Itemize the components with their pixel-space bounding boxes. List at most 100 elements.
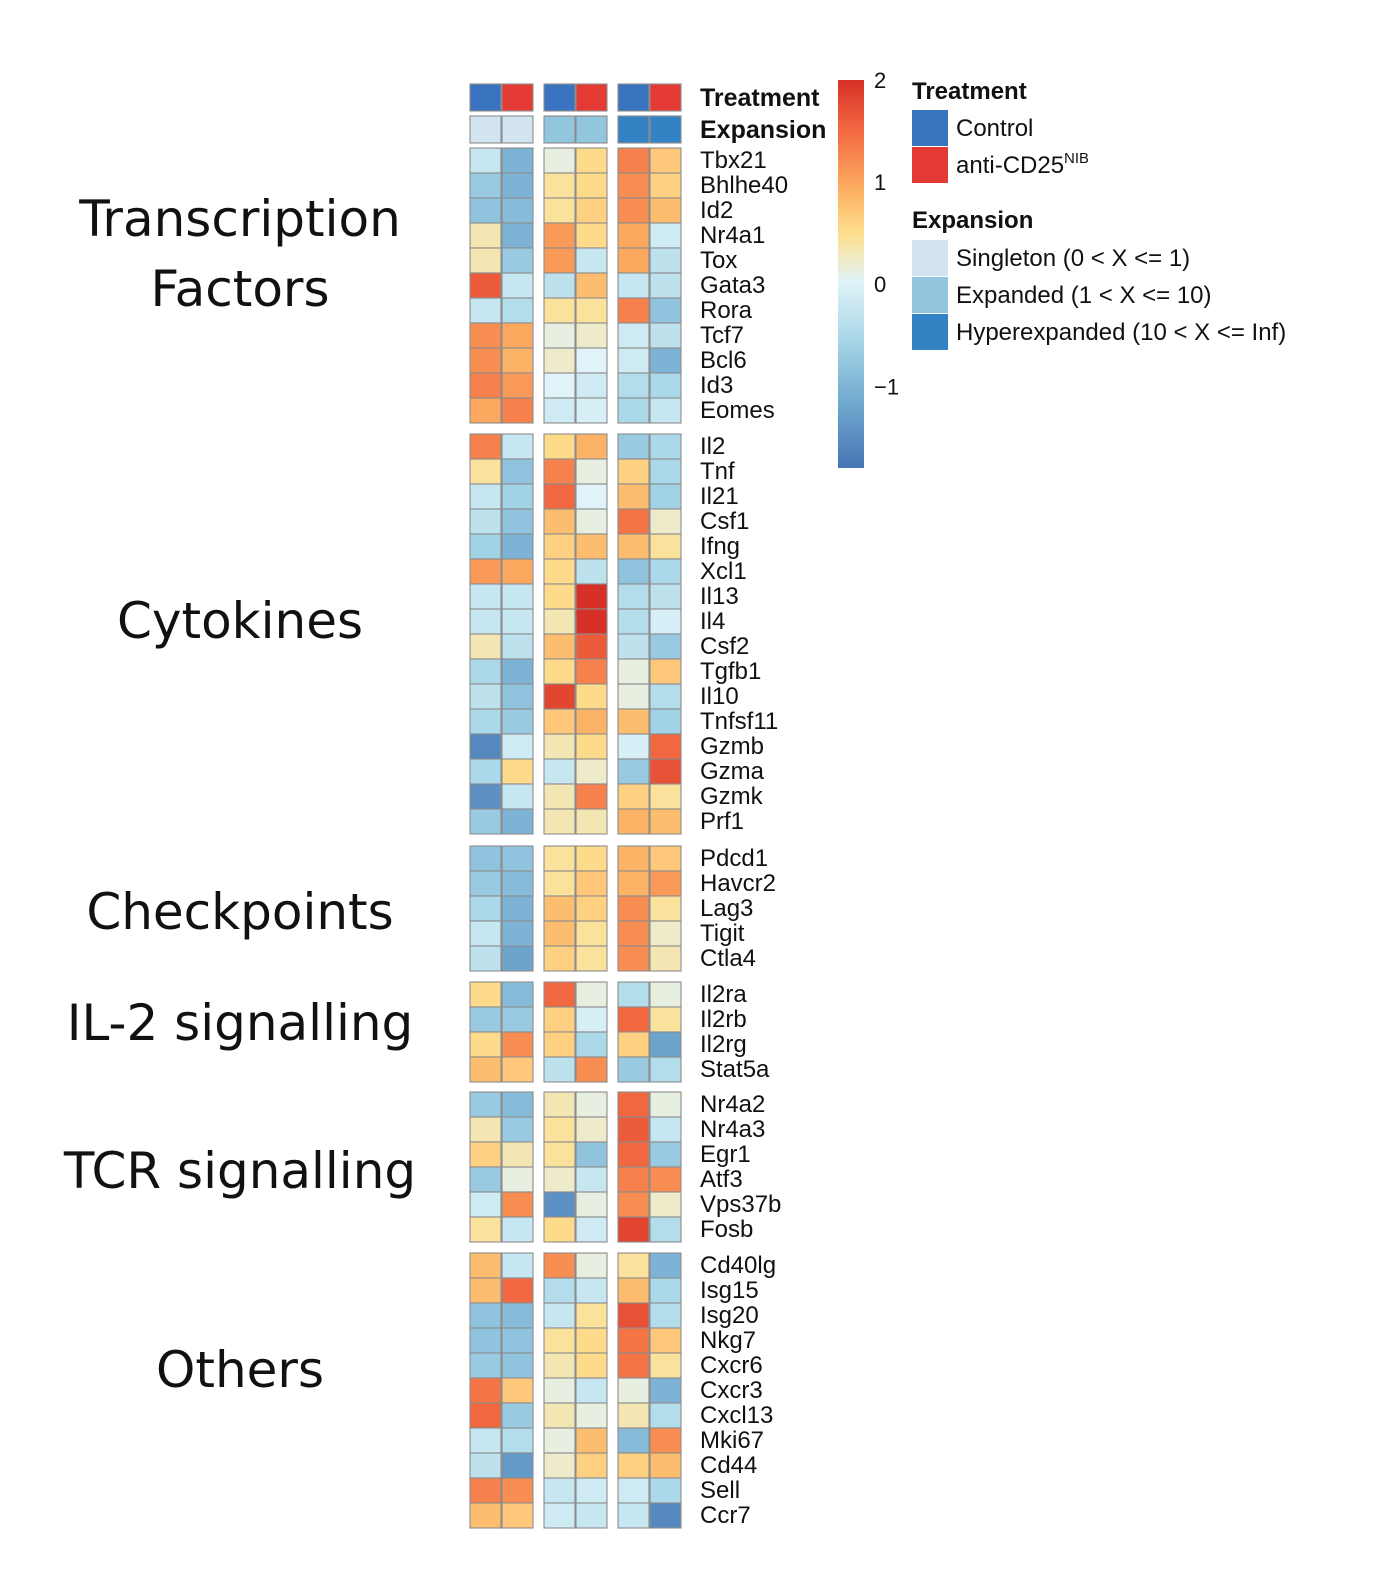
heatmap-cell xyxy=(469,1302,502,1329)
heatmap-cell xyxy=(501,1091,534,1118)
heatmap-cell xyxy=(617,1191,650,1218)
expansion-annotation-cell xyxy=(617,115,650,144)
heatmap-cell xyxy=(575,920,608,947)
gene-label: Gzmk xyxy=(700,783,764,810)
heatmap-cell xyxy=(575,1327,608,1354)
heatmap-cell xyxy=(617,658,650,685)
gene-label: Havcr2 xyxy=(700,870,776,897)
gene-label: Pdcd1 xyxy=(700,845,768,872)
heatmap-cell xyxy=(617,433,650,460)
heatmap-cell xyxy=(501,197,534,224)
heatmap-cell xyxy=(469,372,502,399)
heatmap-cell xyxy=(501,558,534,585)
heatmap-cell xyxy=(501,1056,534,1083)
heatmap-cell xyxy=(617,322,650,349)
heatmap-cell xyxy=(575,508,608,535)
heatmap-cell xyxy=(543,1277,576,1304)
gene-label: Nr4a2 xyxy=(700,1091,765,1118)
heatmap-cell xyxy=(543,981,576,1008)
group-title: Cytokines xyxy=(117,592,363,650)
heatmap-cell xyxy=(501,1191,534,1218)
group-title-line: Others xyxy=(156,1341,324,1399)
colorbar: 2 1 0 −1 xyxy=(838,68,899,468)
heatmap-cell xyxy=(617,1377,650,1404)
heatmap-cell xyxy=(469,172,502,199)
legend-treatment-label-main: anti-CD25 xyxy=(956,152,1064,179)
heatmap-cell xyxy=(469,322,502,349)
heatmap-cell xyxy=(543,297,576,324)
heatmap-cell xyxy=(543,1116,576,1143)
heatmap-cell xyxy=(649,533,682,560)
heatmap-cell xyxy=(617,583,650,610)
heatmap-cell xyxy=(469,1216,502,1243)
heatmap-cell xyxy=(649,222,682,249)
colorbar-tick-label: 1 xyxy=(874,170,886,195)
heatmap-cell xyxy=(575,1352,608,1379)
heatmap-cell xyxy=(469,433,502,460)
heatmap-cell xyxy=(575,583,608,610)
heatmap-cell xyxy=(617,1352,650,1379)
gene-label: Tbx21 xyxy=(700,147,767,174)
heatmap-cell xyxy=(649,1452,682,1479)
gene-label: Ifng xyxy=(700,533,740,560)
expansion-annotation-cell xyxy=(649,115,682,144)
gene-label: Egr1 xyxy=(700,1141,751,1168)
legend-expansion-swatch xyxy=(912,277,948,313)
gene-label: Sell xyxy=(700,1477,740,1504)
group-title: Transcription Factors xyxy=(78,190,401,318)
heatmap-cell xyxy=(501,708,534,735)
heatmap-cell xyxy=(649,808,682,835)
heatmap-cell xyxy=(617,1477,650,1504)
heatmap-cell xyxy=(575,1452,608,1479)
heatmap-cell xyxy=(575,397,608,424)
heatmap-cell xyxy=(469,658,502,685)
heatmap-cell xyxy=(617,1452,650,1479)
heatmap-cell xyxy=(617,1502,650,1529)
colorbar-tick-label: −1 xyxy=(874,374,899,399)
heatmap-cell xyxy=(501,895,534,922)
heatmap-cell xyxy=(649,372,682,399)
heatmap-cell xyxy=(649,197,682,224)
heatmap-cell xyxy=(575,608,608,635)
heatmap-cell xyxy=(543,558,576,585)
heatmap-cell xyxy=(543,1006,576,1033)
heatmap-cell xyxy=(575,458,608,485)
heatmap-cell xyxy=(501,920,534,947)
heatmap-cell xyxy=(649,433,682,460)
heatmap-cell xyxy=(617,733,650,760)
gene-label: Tcf7 xyxy=(700,322,744,349)
heatmap-cell xyxy=(617,533,650,560)
heatmap-cell xyxy=(617,372,650,399)
heatmap-cell xyxy=(575,733,608,760)
heatmap-cell xyxy=(543,322,576,349)
heatmap-cell xyxy=(501,783,534,810)
heatmap-cell xyxy=(543,1031,576,1058)
expansion-annotation-cell xyxy=(469,115,502,144)
gene-label: Il2 xyxy=(700,433,725,460)
group-title: TCR signalling xyxy=(63,1142,416,1200)
heatmap-cell xyxy=(575,172,608,199)
heatmap-cell xyxy=(649,1056,682,1083)
heatmap-cell xyxy=(469,1327,502,1354)
heatmap-cell xyxy=(575,272,608,299)
heatmap-cell xyxy=(649,458,682,485)
heatmap-cell xyxy=(501,1477,534,1504)
legend-treatment-label: Control xyxy=(956,115,1033,142)
gene-label: Xcl1 xyxy=(700,558,747,585)
heatmap-cell xyxy=(501,297,534,324)
heatmap-cell xyxy=(617,1166,650,1193)
heatmap-cell xyxy=(649,633,682,660)
heatmap-cell xyxy=(617,1216,650,1243)
heatmap-cell xyxy=(617,247,650,274)
heatmap-cell xyxy=(543,1427,576,1454)
heatmap-cell xyxy=(649,1352,682,1379)
heatmap-cell xyxy=(575,1302,608,1329)
heatmap-cell xyxy=(649,558,682,585)
gene-label: Isg20 xyxy=(700,1302,759,1329)
heatmap-cell xyxy=(501,533,534,560)
heatmap-cell xyxy=(501,483,534,510)
heatmap-cell xyxy=(501,247,534,274)
heatmap-cell xyxy=(469,222,502,249)
heatmap-cell xyxy=(543,945,576,972)
